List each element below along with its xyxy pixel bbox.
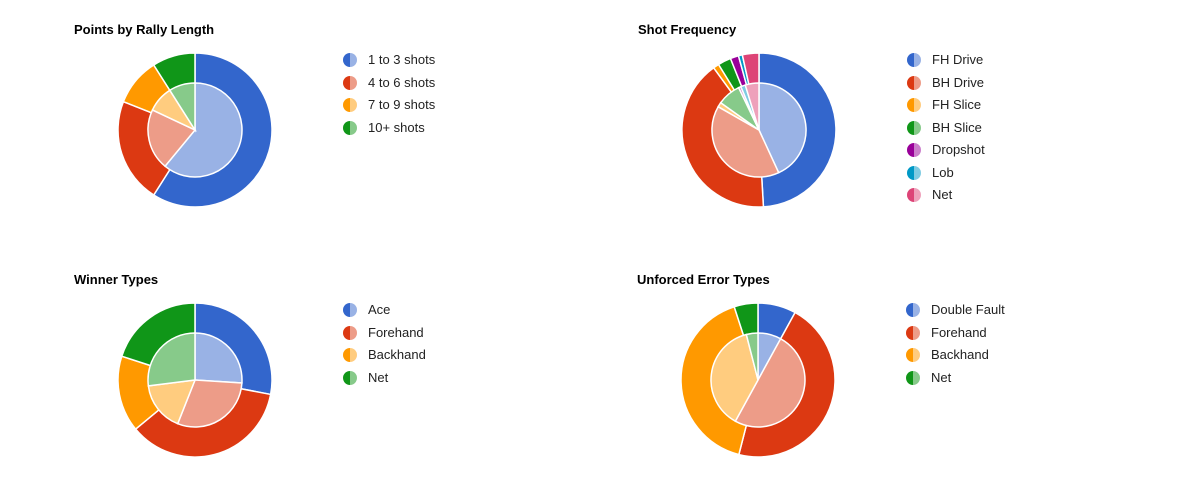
legend-label: 10+ shots [368,119,425,135]
chart-title: Unforced Error Types [637,272,770,287]
legend-swatch [906,325,920,340]
legend-label: FH Slice [932,97,982,112]
legend-swatch [906,348,920,362]
pie-slice-inner-bh-drive[interactable] [711,105,780,178]
chart-title: Points by Rally Length [74,22,215,37]
legend-label: Forehand [368,324,424,340]
legend-swatch [907,53,921,67]
pie-slice-inner-10-shots[interactable] [168,82,196,133]
legend-swatch [343,303,357,317]
legend-swatch [907,188,921,202]
legend-swatch [907,98,921,112]
legend-swatch [907,75,921,90]
pie-chart [680,302,836,458]
legend-swatch [343,120,357,135]
legend-label: Net [368,369,389,385]
legend-label: 7 to 9 shots [368,97,436,112]
pie-slice-inner-net[interactable] [147,332,196,387]
chart-panel-0: Points by Rally Length 1 to 3 shots 4 to … [0,0,520,230]
chart-panel-3: Unforced Error Types Double Fault Forehan… [563,250,1083,480]
pie-slice-inner-net[interactable] [744,82,760,131]
legend-swatch [343,325,357,340]
legend-swatch [907,165,921,180]
pie-slice-inner-forehand[interactable] [176,379,243,428]
legend-label: Ace [368,302,391,317]
chart-panel-2: Winner Types Ace Forehand Backhand Net [0,250,520,480]
pie-slice-inner-backhand[interactable] [147,379,197,425]
legend-label: FH Drive [932,52,984,67]
legend-label: Forehand [931,324,987,340]
legend-swatch [343,348,357,362]
legend-label: 4 to 6 shots [368,74,436,90]
legend-label: Double Fault [931,302,1005,317]
legend-swatch [907,120,921,135]
pie-slice-inner-ace[interactable] [194,332,243,384]
legend-label: BH Drive [932,74,985,90]
pie-slice-inner-net[interactable] [745,332,759,381]
legend-label: Net [932,187,953,202]
legend-swatch [907,143,921,157]
chart-title: Winner Types [74,272,159,287]
pie-slice-inner-4-to-6-shots[interactable] [147,108,197,168]
legend-swatch [343,75,357,90]
legend-swatch [906,303,920,317]
chart-title: Shot Frequency [638,22,737,37]
pie-slice-inner-backhand[interactable] [710,333,759,423]
legend-label: Dropshot [932,142,985,157]
pie-slice-inner-fh-drive[interactable] [758,82,807,174]
legend-swatch [343,370,357,385]
pie-slice-inner-forehand[interactable] [734,337,806,428]
legend-label: Backhand [931,347,989,362]
legend-label: Net [931,369,952,385]
pie-chart [117,52,273,208]
chart-panel-1: Shot Frequency FH Drive BH Drive FH Slice B… [564,0,1084,230]
legend-swatch [906,370,920,385]
pie-chart [117,302,273,458]
legend-swatch [343,98,357,112]
legend-swatch [343,53,357,67]
pie-chart [681,52,837,208]
legend-label: BH Slice [932,119,982,135]
legend-label: Lob [932,164,954,180]
legend-label: 1 to 3 shots [368,52,436,67]
legend-label: Backhand [368,347,426,362]
pie-slice-inner-1-to-3-shots[interactable] [163,82,243,178]
